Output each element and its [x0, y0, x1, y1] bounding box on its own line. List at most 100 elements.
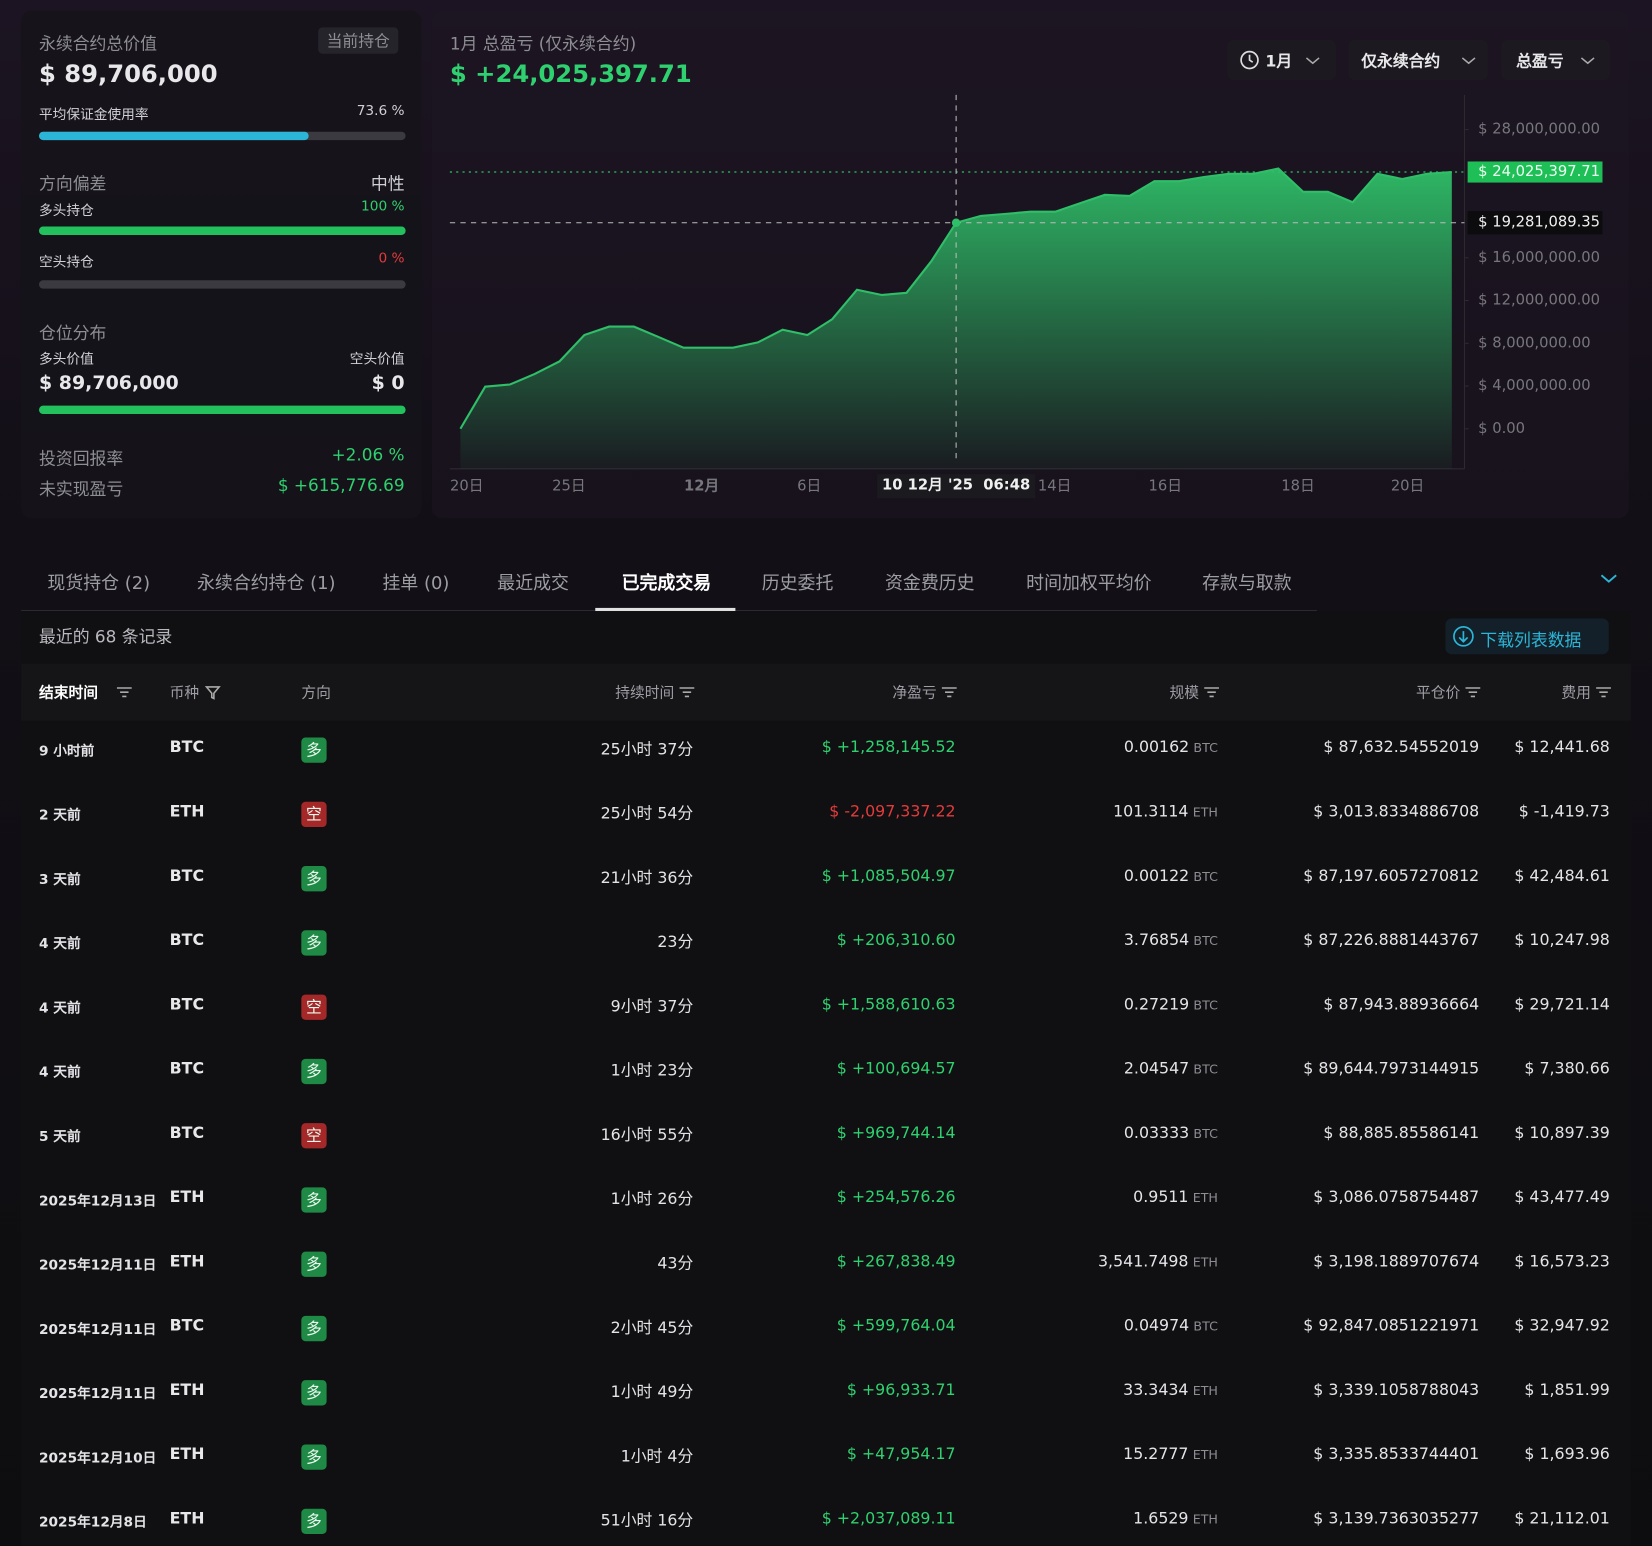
end-time: 2025年12月13日: [38, 1193, 157, 1210]
button-label: 仅永续合约: [1361, 51, 1441, 71]
end-time: 2025年12月10日: [38, 1450, 157, 1467]
size: 1.6529 ETH: [1133, 1509, 1218, 1528]
tab[interactable]: 时间加权平均价: [1026, 573, 1152, 595]
fee: $ 12,441.68: [1514, 737, 1610, 757]
fee: $ 1,851.99: [1524, 1380, 1610, 1400]
table-row[interactable]: 2025年12月10日 ETH 多 1小时 4分 $ +47,954.17 15.2777…: [21, 1428, 1631, 1492]
tab[interactable]: 挂单 (0): [382, 573, 450, 595]
size: 0.04974 BTC: [1124, 1316, 1218, 1335]
table-row[interactable]: 2025年12月13日 ETH 多 1小时 26分 $ +254,576.26 0.951…: [21, 1171, 1631, 1235]
table-body: 9 小时前 BTC 多 25小时 37分 $ +1,258,145.52 0.00162 B…: [21, 721, 1631, 1546]
table-row[interactable]: 4 天前 BTC 多 1小时 23分 $ +100,694.57 2.04547 BTC $ …: [21, 1042, 1631, 1106]
coin: BTC: [169, 994, 205, 1014]
download-button[interactable]: 下载列表数据: [1445, 618, 1609, 655]
coin: BTC: [169, 737, 205, 757]
label: 多头价值: [38, 351, 94, 368]
sort-icon: [116, 687, 132, 698]
tab[interactable]: 最近成交: [497, 573, 569, 595]
end-time: 4 天前: [38, 1000, 81, 1017]
coin: ETH: [169, 1187, 205, 1207]
duration: 1小时 49分: [610, 1382, 694, 1402]
size-unit: BTC: [1193, 933, 1218, 949]
size-value: 1.6529: [1133, 1508, 1189, 1528]
table-row[interactable]: 3 天前 BTC 多 21小时 36分 $ +1,085,504.97 0.00122 BT…: [21, 849, 1631, 913]
column-header[interactable]: 持续时间: [615, 684, 675, 702]
total-value: $ 89,706,000: [38, 61, 218, 89]
distribution-bar: [38, 405, 406, 415]
table-row[interactable]: 4 天前 BTC 空 9小时 37分 $ +1,588,610.63 0.27219 BTC…: [21, 978, 1631, 1042]
table-row[interactable]: 2025年12月8日 ETH 多 51小时 16分 $ +2,037,089.11 1.6…: [21, 1492, 1631, 1546]
table-row[interactable]: 5 天前 BTC 空 16小时 55分 $ +969,744.14 0.03333 BTC $…: [21, 1106, 1631, 1170]
close-price: $ 3,198.1889707674: [1313, 1251, 1480, 1271]
table-row[interactable]: 2025年12月11日 ETH 多 1小时 49分 $ +96,933.71 33.343…: [21, 1363, 1631, 1427]
tab[interactable]: 已完成交易: [621, 573, 712, 595]
net-pnl: $ +267,838.49: [836, 1251, 956, 1271]
metric-select[interactable]: 总盈亏: [1501, 40, 1610, 81]
close-price: $ 87,197.6057270812: [1303, 866, 1480, 885]
icon-shape: [1465, 687, 1481, 698]
close-price: $ 88,885.85586141: [1323, 1123, 1480, 1143]
table-row[interactable]: 9 小时前 BTC 多 25小时 37分 $ +1,258,145.52 0.00162 B…: [21, 721, 1631, 785]
period-select[interactable]: 1月: [1227, 40, 1336, 81]
size-unit: BTC: [1193, 1126, 1218, 1142]
summary-card: 永续合约总价值 当前持仓 $ 89,706,000 平均保证金使用率 73.6 …: [21, 10, 422, 519]
button-label: 1月: [1265, 51, 1293, 71]
close-price: $ 87,943.88936664: [1323, 994, 1480, 1014]
badge[interactable]: 当前持仓: [318, 27, 399, 54]
column-header: 方向: [301, 684, 331, 702]
tab[interactable]: 现货持仓 (2): [47, 573, 151, 595]
size-value: 33.3434: [1123, 1380, 1189, 1400]
column-header[interactable]: 规模: [1169, 684, 1199, 702]
direction-tag: 多: [301, 1058, 327, 1085]
table-row[interactable]: 2025年12月11日 ETH 多 43分 $ +267,838.49 3,541.749…: [21, 1235, 1631, 1299]
tab[interactable]: 存款与取款: [1202, 573, 1292, 595]
size-unit: ETH: [1192, 1190, 1218, 1206]
column-header[interactable]: 币种: [169, 684, 200, 702]
download-icon: [1453, 626, 1474, 647]
net-pnl: $ +2,037,089.11: [821, 1508, 956, 1528]
duration: 16小时 55分: [600, 1125, 694, 1145]
end-time: 2025年12月11日: [38, 1386, 157, 1403]
end-time: 9 小时前: [38, 743, 95, 760]
coin: ETH: [169, 801, 205, 821]
label: 投资回报率: [38, 448, 124, 469]
tab[interactable]: 资金费历史: [884, 573, 975, 595]
coin: ETH: [169, 1251, 205, 1271]
size-value: 0.27219: [1123, 994, 1190, 1014]
icon-shape: [204, 686, 221, 700]
end-time: 2025年12月11日: [38, 1257, 157, 1274]
duration: 23分: [657, 932, 694, 952]
duration: 43分: [657, 1253, 694, 1273]
table-row[interactable]: 2 天前 ETH 空 25小时 54分 $ -2,097,337.22 101.3114 E…: [21, 785, 1631, 849]
column-header[interactable]: 结束时间: [38, 684, 98, 702]
coin: BTC: [169, 930, 205, 950]
tab[interactable]: 历史委托: [761, 573, 834, 595]
label: 仓位分布: [38, 323, 107, 344]
icon-shape: [1204, 687, 1219, 698]
size: 33.3434 ETH: [1123, 1380, 1218, 1399]
coin: ETH: [169, 1380, 205, 1400]
size-unit: BTC: [1193, 869, 1218, 884]
column-header[interactable]: 净盈亏: [892, 684, 937, 702]
table-row[interactable]: 4 天前 BTC 多 23分 $ +206,310.60 3.76854 BTC $ 87,2…: [21, 913, 1631, 977]
value: 100 %: [361, 199, 405, 215]
fee: $ 29,721.14: [1514, 994, 1610, 1014]
coin: BTC: [169, 866, 205, 885]
button-label: 下载列表数据: [1480, 630, 1582, 651]
column-header[interactable]: 平仓价: [1415, 684, 1461, 702]
column-header[interactable]: 费用: [1561, 684, 1591, 702]
label: 空头价值: [349, 351, 405, 368]
size-unit: ETH: [1192, 1383, 1218, 1399]
size: 101.3114 ETH: [1113, 802, 1218, 821]
fee: $ 10,247.98: [1514, 930, 1610, 950]
size-value: 0.03333: [1123, 1123, 1190, 1143]
size: 0.00162 BTC: [1124, 737, 1218, 756]
tab[interactable]: 永续合约持仓 (1): [197, 573, 336, 595]
size-value: 0.04974: [1123, 1315, 1190, 1335]
close-price: $ 3,335.8533744401: [1313, 1444, 1480, 1464]
table-row[interactable]: 2025年12月11日 BTC 多 2小时 45分 $ +599,764.04 0.049…: [21, 1299, 1631, 1363]
net-pnl: $ +206,310.60: [836, 930, 956, 950]
size: 3,541.7498 ETH: [1098, 1252, 1218, 1271]
scope-select[interactable]: 仅永续合约: [1348, 40, 1488, 81]
progress-bar: [38, 226, 406, 235]
